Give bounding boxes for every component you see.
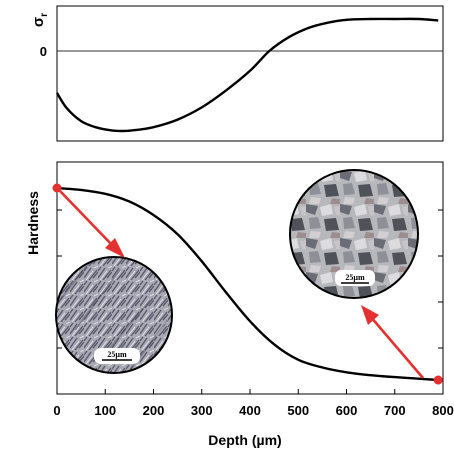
- x-tick-label: 300: [191, 403, 213, 418]
- depth-axis-label: Depth (µm): [208, 432, 281, 448]
- zero-tick-label: 0: [40, 44, 47, 59]
- top-plot-frame: [56, 5, 444, 142]
- x-tick-label: 400: [239, 403, 261, 418]
- scale-bar-text: 25µm: [345, 273, 365, 282]
- sigma-axis-label: σr: [30, 13, 50, 27]
- x-tick-label: 0: [53, 403, 60, 418]
- endpoint-start: [52, 183, 62, 193]
- hardness-curve: [56, 186, 439, 382]
- residual-stress-curve: [55, 17, 439, 133]
- x-tick-label: 200: [143, 403, 165, 418]
- arrow-left: [59, 190, 125, 258]
- scale-bar-box: [335, 270, 375, 286]
- micrograph-right: 25µm: [289, 169, 419, 299]
- sigma-symbol: σ: [30, 17, 47, 27]
- hardness-axis-label: Hardness: [25, 191, 41, 255]
- right-axis-ticks: [438, 209, 443, 349]
- x-tick-label: 700: [384, 403, 406, 418]
- x-axis-ticks: 0 100 200 300 400 500 600 700 800: [53, 389, 454, 418]
- micrograph-left: 25µm: [55, 256, 173, 374]
- x-tick-label: 500: [287, 403, 309, 418]
- arrow-right: [361, 305, 424, 379]
- sigma-subscript: r: [39, 13, 50, 17]
- x-tick-label: 800: [432, 403, 454, 418]
- endpoint-end: [433, 375, 443, 385]
- scale-bar-text: 25µm: [107, 350, 127, 359]
- x-tick-label: 100: [94, 403, 116, 418]
- x-tick-label: 600: [336, 403, 358, 418]
